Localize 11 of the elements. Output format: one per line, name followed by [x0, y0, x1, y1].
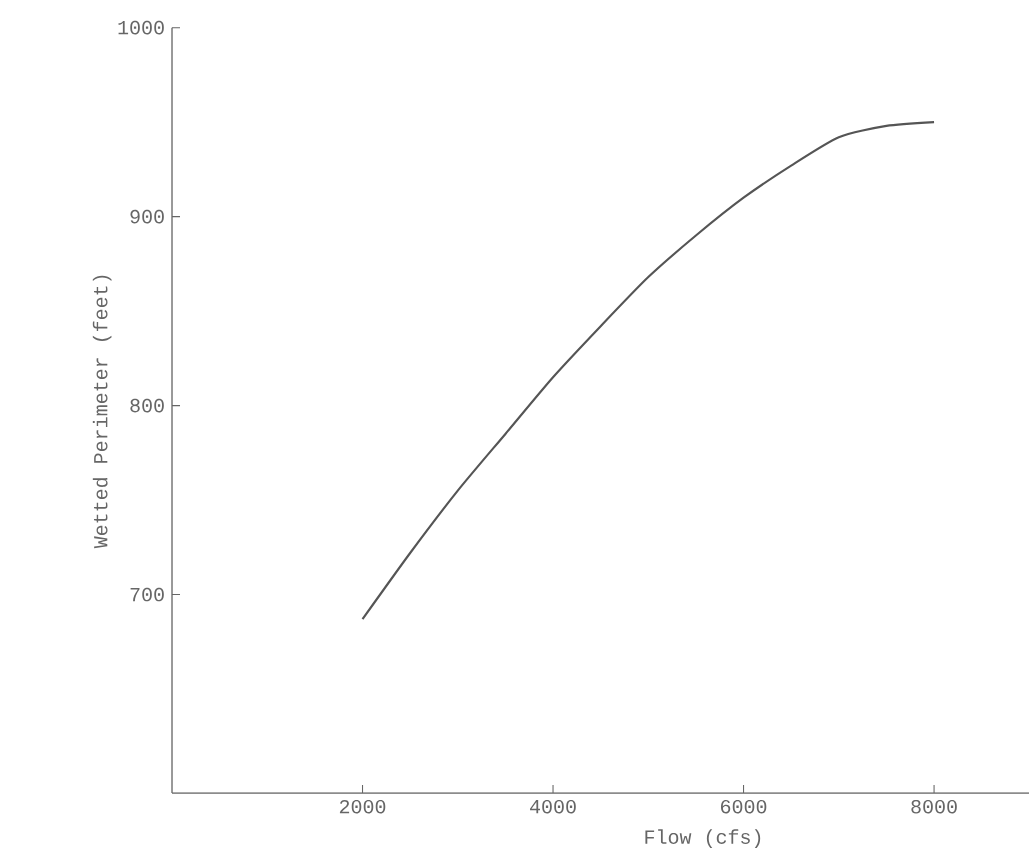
y-tick-label: 800 [130, 398, 164, 413]
x-tick-label: 4000 [530, 799, 576, 814]
y-tick-label: 900 [130, 209, 164, 224]
y-tick-label: 1000 [118, 20, 164, 35]
y-axis-title: Wetted Perimeter (feet) [92, 275, 112, 549]
x-tick-label: 2000 [339, 799, 386, 814]
x-axis-title: Flow (cfs) [645, 829, 761, 848]
y-tick-label: 700 [130, 587, 164, 602]
x-tick-label: 8000 [911, 799, 957, 814]
x-tick-label: 6000 [721, 799, 767, 814]
line-series [361, 121, 936, 621]
